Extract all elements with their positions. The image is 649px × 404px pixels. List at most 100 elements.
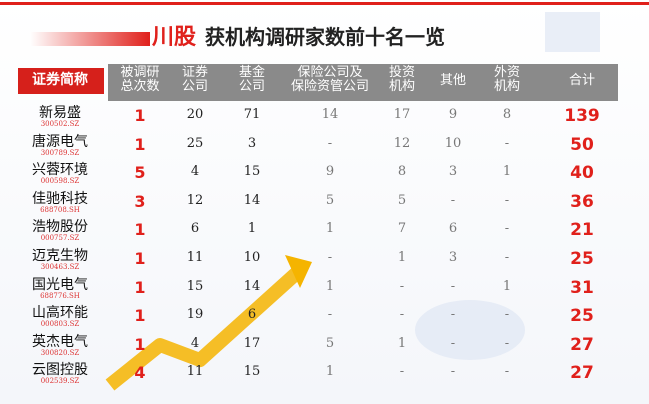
stock-code: 300820.SZ xyxy=(40,348,80,357)
stock-code: 300463.SZ xyxy=(40,263,80,271)
stock-name: 佳驰科技 xyxy=(32,190,88,207)
cell: 25 xyxy=(186,135,204,151)
cell: 17 xyxy=(393,107,411,122)
cell: 3 xyxy=(448,250,458,265)
cell: 1 xyxy=(134,277,146,297)
cell: 20 xyxy=(186,107,204,122)
cell: - xyxy=(399,307,405,323)
stock-name: 国光电气 xyxy=(32,276,88,293)
top-border xyxy=(0,2,649,5)
platform xyxy=(415,300,525,360)
cell: 7 xyxy=(397,221,407,237)
cell: 10 xyxy=(243,250,261,265)
column-header: 证券 公司 xyxy=(181,65,208,94)
cell: 27 xyxy=(570,334,594,355)
cell: 8 xyxy=(397,164,407,180)
column-header: 其他 xyxy=(439,73,466,88)
cell: 4 xyxy=(190,164,200,180)
cell: - xyxy=(504,135,510,151)
cell: 71 xyxy=(243,107,261,122)
stock-name: 唐源电气 xyxy=(32,133,88,150)
cell: 1 xyxy=(502,164,512,180)
cell: 25 xyxy=(570,306,594,327)
cell: 6 xyxy=(247,307,257,323)
title-highlight: 川股 xyxy=(152,25,197,50)
stock-code: 000757.SZ xyxy=(40,234,80,243)
cell: 19 xyxy=(186,307,204,323)
cell: 27 xyxy=(570,363,594,384)
cell: - xyxy=(450,278,456,294)
stock-code: 002539.SZ xyxy=(40,377,80,386)
cell: - xyxy=(504,192,510,208)
cell: 14 xyxy=(243,192,261,208)
stock-name: 云图控股 xyxy=(32,362,88,379)
column-header: 被调研 总次数 xyxy=(120,65,160,94)
stock-code: 688708.SH xyxy=(40,205,80,214)
cell: 15 xyxy=(186,278,204,294)
header-band xyxy=(108,64,618,101)
cell: 3 xyxy=(134,191,146,211)
stock-name: 新易盛 xyxy=(39,105,81,121)
cell: 1 xyxy=(134,106,146,125)
cell: 3 xyxy=(448,164,458,180)
stock-code: 300789.SZ xyxy=(40,148,80,157)
column-header: 基金 公司 xyxy=(238,65,265,94)
cell: 11 xyxy=(186,364,204,380)
stock-code: 300502.SZ xyxy=(40,120,80,128)
cell: 5 xyxy=(325,335,335,351)
cell: 50 xyxy=(570,134,594,155)
cell: 17 xyxy=(243,335,261,351)
cell: - xyxy=(327,307,333,323)
cell: - xyxy=(504,307,510,323)
cell: 4 xyxy=(190,335,200,351)
cell: - xyxy=(399,278,405,294)
stock-code: 000598.SZ xyxy=(40,177,80,186)
cell: - xyxy=(399,364,405,380)
illustration xyxy=(545,12,600,52)
cell: - xyxy=(504,364,510,380)
arrow xyxy=(105,264,305,391)
cell: 14 xyxy=(243,278,261,294)
cell: 1 xyxy=(134,306,146,326)
column-header: 证券简称 xyxy=(32,72,88,88)
cell: 3 xyxy=(247,135,257,151)
cell: 11 xyxy=(186,250,204,265)
stock-name: 迈克生物 xyxy=(32,248,88,264)
cell: 1 xyxy=(325,278,335,294)
cell: - xyxy=(504,335,510,351)
cell: 1 xyxy=(134,220,146,240)
cell: 10 xyxy=(444,135,462,151)
cell: 6 xyxy=(190,221,200,237)
stock-code: 688776.SH xyxy=(40,291,80,300)
cell: 5 xyxy=(325,192,335,208)
cell: 4 xyxy=(134,363,146,383)
cell: - xyxy=(504,250,510,265)
cell: 21 xyxy=(570,220,594,241)
cell: - xyxy=(450,335,456,351)
cell: 1 xyxy=(502,278,512,294)
cell: 9 xyxy=(325,164,335,180)
cell: 1 xyxy=(397,335,407,351)
cell: 1 xyxy=(134,334,146,354)
cell: 12 xyxy=(393,135,411,151)
arrow-head xyxy=(285,255,312,288)
cell: - xyxy=(450,307,456,323)
cell: 36 xyxy=(570,191,594,212)
cell: 5 xyxy=(134,163,146,183)
stock-name: 兴蓉环境 xyxy=(32,162,88,179)
column-header: 保险公司及 保险资管公司 xyxy=(290,65,369,94)
cell: 1 xyxy=(134,134,146,154)
cell: 1 xyxy=(325,221,335,237)
column-header: 投资 机构 xyxy=(388,65,415,94)
cell: 31 xyxy=(570,277,594,298)
cell: 25 xyxy=(570,249,594,269)
cell: 5 xyxy=(397,192,407,208)
cell: 1 xyxy=(397,250,407,265)
column-header: 外资 机构 xyxy=(493,65,520,94)
cell: 9 xyxy=(448,107,458,122)
stock-name: 英杰电气 xyxy=(32,333,88,350)
stock-name: 浩物股份 xyxy=(32,219,88,236)
cell: 139 xyxy=(564,106,600,126)
